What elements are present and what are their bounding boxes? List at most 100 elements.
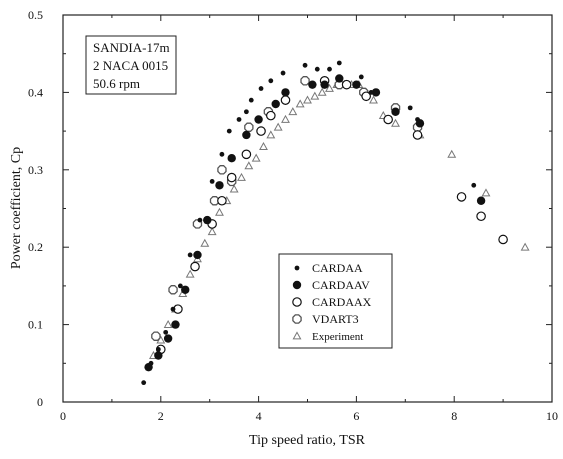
point-cardaax (256, 126, 266, 136)
point-cardaav (181, 285, 190, 294)
y-tick-label: 0.5 (28, 8, 43, 22)
point-cardaav (391, 107, 400, 116)
point-cardaax (476, 211, 486, 222)
annotation-frame (85, 35, 177, 95)
y-tick-label: 0.1 (28, 318, 43, 332)
point-cardaax (217, 195, 227, 206)
legend-marker-experiment (292, 331, 302, 340)
point-cardaa (226, 128, 232, 134)
point-experiment (288, 107, 298, 116)
point-experiment (229, 184, 239, 193)
tick-label-group: 0 2 4 6 8 10 0 0.1 0.2 0.3 0.4 0.5 (28, 8, 558, 423)
point-experiment (185, 269, 195, 278)
point-cardaa (155, 346, 161, 352)
legend-label: CARDAAV (312, 278, 370, 292)
y-tick-label: 0.4 (28, 85, 43, 99)
point-vdart3 (217, 165, 227, 175)
point-cardaa (177, 283, 183, 289)
y-tick-label: 0.2 (28, 240, 43, 254)
legend-item: VDART3 (292, 312, 359, 326)
annotation-line-3: 50.6 rpm (93, 76, 140, 91)
legend-marker-cardaa (294, 265, 300, 271)
point-cardaav (320, 80, 329, 89)
point-cardaav (242, 130, 251, 140)
legend-label: Experiment (312, 331, 363, 343)
point-cardaax (266, 110, 276, 121)
point-experiment (259, 141, 268, 150)
x-axis-label: Tip speed ratio, TSR (249, 433, 366, 448)
point-cardaax (383, 114, 393, 125)
point-experiment (273, 122, 283, 131)
point-vdart3 (168, 285, 178, 295)
point-cardaa (243, 109, 249, 115)
point-experiment (295, 99, 305, 108)
point-cardaax (190, 261, 200, 272)
point-experiment (481, 188, 491, 197)
point-cardaav (308, 80, 317, 89)
point-experiment (163, 319, 173, 328)
point-cardaa (314, 66, 320, 72)
data-points-group (141, 60, 530, 386)
point-cardaa (258, 86, 264, 91)
point-experiment (520, 242, 530, 251)
point-experiment (207, 227, 217, 236)
point-cardaa (268, 78, 274, 84)
y-tick-label: 0.3 (28, 163, 43, 177)
point-experiment (237, 172, 246, 181)
point-cardaax (456, 192, 467, 202)
point-cardaav (163, 334, 173, 343)
legend-marker-cardaav (292, 280, 302, 290)
x-tick-label: 0 (60, 409, 66, 423)
point-cardaa (327, 66, 332, 72)
point-cardaav (352, 80, 361, 89)
x-tick-label: 8 (451, 409, 457, 423)
point-cardaa (163, 329, 169, 335)
legend: CARDAA CARDAAV CARDAAX VDART3 Experiment (278, 253, 393, 349)
x-tick-label: 2 (158, 409, 164, 423)
point-experiment (447, 149, 457, 158)
point-experiment (251, 153, 261, 162)
point-cardaax (341, 79, 352, 90)
point-cardaav (203, 215, 212, 225)
point-cardaav (476, 196, 486, 205)
point-cardaav (227, 153, 236, 163)
legend-item: CARDAAV (292, 278, 370, 292)
point-vdart3 (151, 331, 161, 341)
point-cardaav (171, 320, 180, 329)
legend-label: VDART3 (312, 312, 359, 326)
point-cardaav (371, 88, 381, 97)
point-cardaav (154, 351, 163, 360)
point-experiment (391, 118, 400, 127)
point-experiment (281, 114, 290, 123)
point-cardaav (335, 74, 344, 83)
series-cardaav (144, 74, 486, 372)
y-tick-label: 0 (37, 395, 43, 409)
point-cardaa (248, 97, 254, 103)
point-experiment (369, 95, 378, 104)
point-cardaav (193, 250, 202, 260)
point-experiment (317, 87, 327, 96)
legend-marker-vdart3 (292, 314, 302, 324)
point-cardaa (148, 360, 154, 366)
point-cardaax (226, 172, 237, 183)
point-cardaa (236, 117, 242, 122)
point-cardaax (361, 91, 371, 102)
legend-items: CARDAA CARDAAV CARDAAX VDART3 Experiment (292, 261, 372, 343)
annotation-box: SANDIA-17m 2 NACA 0015 50.6 rpm (85, 35, 177, 95)
point-experiment (244, 161, 254, 170)
point-experiment (200, 238, 210, 247)
point-cardaa (368, 90, 374, 95)
legend-item: CARDAAX (292, 295, 372, 309)
point-cardaax (498, 234, 508, 245)
point-cardaax (241, 149, 252, 160)
x-tick-label: 4 (256, 409, 262, 423)
point-cardaax (280, 95, 291, 105)
legend-label: CARDAA (312, 261, 363, 275)
x-tick-label: 10 (546, 409, 558, 423)
legend-marker-cardaax (292, 297, 302, 307)
point-cardaax (412, 130, 423, 140)
annotation-line-2: 2 NACA 0015 (93, 58, 168, 73)
point-experiment (215, 207, 224, 216)
point-vdart3 (244, 122, 254, 132)
point-experiment (266, 130, 276, 139)
